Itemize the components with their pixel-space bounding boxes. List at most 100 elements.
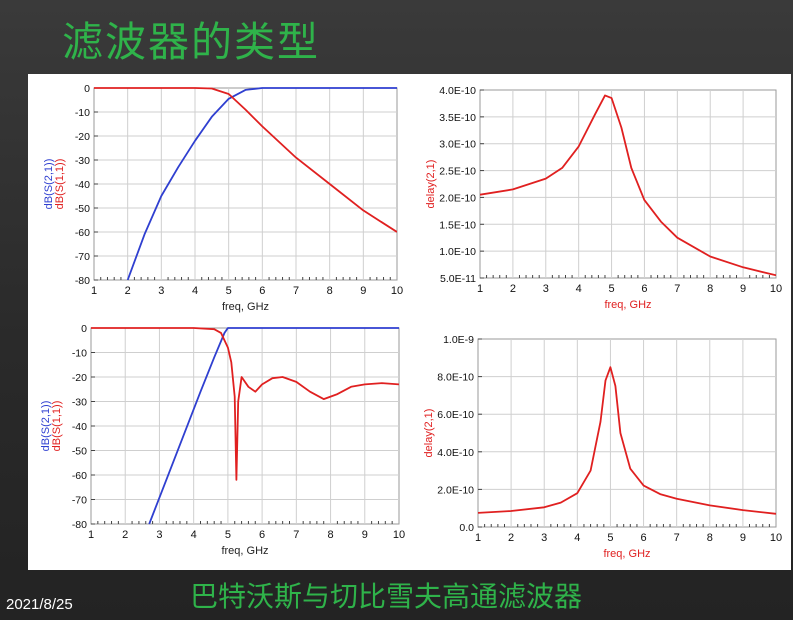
y-tick-label: -10 xyxy=(75,107,90,119)
x-tick-label: 1 xyxy=(477,283,483,295)
x-tick-label: 1 xyxy=(88,529,94,541)
x-tick-label: 9 xyxy=(740,532,746,544)
y-tick-label: -50 xyxy=(75,203,90,215)
x-tick-label: 4 xyxy=(574,532,580,544)
x-tick-label: 2 xyxy=(510,283,516,295)
y-tick-label: 6.0E-10 xyxy=(437,409,474,421)
x-tick-label: 8 xyxy=(707,532,713,544)
y-axis-label: dB(S(2,1))dB(S(1,1)) xyxy=(43,159,66,210)
x-tick-label: 9 xyxy=(360,285,366,297)
x-tick-label: 6 xyxy=(259,529,265,541)
x-tick-label: 8 xyxy=(327,285,333,297)
x-tick-label: 4 xyxy=(192,285,198,297)
filter-response-charts: 1 2 3 4 5 6 7 8 9 100-10-20-30-40-50-60-70-80freq… xyxy=(40,83,782,560)
slide-title: 滤波器的类型 xyxy=(62,18,320,66)
x-tick-label: 3 xyxy=(541,532,547,544)
y-tick-label: 1.0E-9 xyxy=(443,334,474,346)
y-tick-label: 2.0E-10 xyxy=(439,192,476,204)
x-tick-label: 4 xyxy=(191,529,197,541)
x-tick-label: 5 xyxy=(225,529,231,541)
y-tick-label: 8.0E-10 xyxy=(437,372,474,384)
x-tick-label: 2 xyxy=(125,285,131,297)
y-tick-label: -40 xyxy=(72,421,87,433)
y-tick-label: -80 xyxy=(72,519,87,531)
y-tick-label: 4.0E-10 xyxy=(439,85,476,97)
slide-caption: 巴特沃斯与切比雪夫高通滤波器 xyxy=(190,580,583,613)
x-axis-label: freq, GHz xyxy=(604,299,651,311)
chart-4: 1 2 3 4 5 6 7 8 9 10 1.0E-9 8.0E-10 6.0E-10 4.0E-10 2.… xyxy=(423,334,782,560)
y-tick-label: 5.0E-11 xyxy=(440,273,476,285)
plot-frame xyxy=(477,338,777,528)
x-tick-label: 10 xyxy=(391,285,403,297)
y-tick-label: -30 xyxy=(75,155,90,167)
y-axis-label-part: dB(S(2,1)) xyxy=(43,159,55,210)
x-tick-label: 10 xyxy=(770,283,782,295)
series-line-dbs11 xyxy=(91,327,399,481)
x-tick-label: 3 xyxy=(158,285,164,297)
y-axis-label-part: dB(S(1,1)) xyxy=(51,401,63,452)
chart-2: 1 2 3 4 5 6 7 8 9 10 4.0E-10 3.5E-10 3.0E-10 2.5E-10 2… xyxy=(425,85,782,311)
y-tick-label: 2.0E-10 xyxy=(437,484,474,496)
y-tick-label: 3.0E-10 xyxy=(439,139,476,151)
y-tick-label: 2.5E-10 xyxy=(439,166,476,178)
x-tick-label: 7 xyxy=(293,285,299,297)
x-tick-label: 6 xyxy=(640,532,646,544)
slide-date: 2021/8/25 xyxy=(6,596,73,613)
y-axis-label-part: delay(2,1) xyxy=(423,409,435,458)
y-tick-label: -80 xyxy=(75,275,90,287)
x-tick-label: 9 xyxy=(362,529,368,541)
series-line-delay21 xyxy=(480,94,776,277)
plot-frame xyxy=(479,89,777,279)
x-tick-label: 7 xyxy=(674,283,680,295)
x-tick-label: 7 xyxy=(674,532,680,544)
x-axis-label: freq, GHz xyxy=(222,301,269,313)
y-axis-label-part: dB(S(2,1)) xyxy=(40,401,52,452)
y-axis-label-part: dB(S(1,1)) xyxy=(54,159,66,210)
y-tick-label: -50 xyxy=(72,446,87,458)
x-tick-label: 1 xyxy=(91,285,97,297)
x-tick-label: 5 xyxy=(226,285,232,297)
y-tick-label: -20 xyxy=(72,372,87,384)
series-line-dbs11 xyxy=(94,87,397,233)
x-tick-label: 3 xyxy=(156,529,162,541)
x-tick-label: 8 xyxy=(327,529,333,541)
y-tick-label: 0.0 xyxy=(459,522,474,534)
y-tick-label: -40 xyxy=(75,179,90,191)
series-line-dbs21 xyxy=(148,327,399,525)
x-tick-label: 8 xyxy=(707,283,713,295)
x-tick-label: 7 xyxy=(293,529,299,541)
y-tick-label: -60 xyxy=(72,470,87,482)
x-tick-label: 1 xyxy=(475,532,481,544)
x-tick-label: 2 xyxy=(122,529,128,541)
y-axis-label: delay(2,1) xyxy=(425,160,437,209)
y-tick-label: -10 xyxy=(72,348,87,360)
y-tick-label: -20 xyxy=(75,131,90,143)
chart-1: 1 2 3 4 5 6 7 8 9 10 0 -10 -20 -30 -40 -50 -60 -70 -80 freq… xyxy=(43,83,403,313)
y-tick-label: -30 xyxy=(72,397,87,409)
x-tick-label: 4 xyxy=(576,283,582,295)
y-tick-label: 0 xyxy=(81,323,87,335)
y-tick-label: 0 xyxy=(84,83,90,95)
x-tick-label: 3 xyxy=(543,283,549,295)
x-axis-label: freq, GHz xyxy=(221,545,268,557)
series-line-dbs21 xyxy=(126,87,397,281)
series-line-delay21 xyxy=(478,366,776,515)
y-tick-label: 1.5E-10 xyxy=(439,219,476,231)
y-tick-label: 1.0E-10 xyxy=(439,246,476,258)
x-axis-label: freq, GHz xyxy=(603,548,650,560)
y-tick-label: -70 xyxy=(72,495,87,507)
y-tick-label: -70 xyxy=(75,251,90,263)
x-tick-label: 2 xyxy=(508,532,514,544)
chart-3: 1 2 3 4 5 6 7 8 9 10 0 -10 -20 -30 -40 -50 -60 -70 -80 freq… xyxy=(40,323,405,557)
x-tick-label: 9 xyxy=(740,283,746,295)
x-tick-label: 6 xyxy=(641,283,647,295)
y-axis-label-part: delay(2,1) xyxy=(425,160,437,209)
x-tick-label: 10 xyxy=(393,529,405,541)
x-tick-label: 5 xyxy=(608,283,614,295)
y-tick-label: 4.0E-10 xyxy=(437,447,474,459)
x-tick-label: 10 xyxy=(770,532,782,544)
y-tick-label: -60 xyxy=(75,227,90,239)
x-tick-label: 6 xyxy=(259,285,265,297)
y-tick-label: 3.5E-10 xyxy=(439,112,476,124)
y-axis-label: delay(2,1) xyxy=(423,409,435,458)
